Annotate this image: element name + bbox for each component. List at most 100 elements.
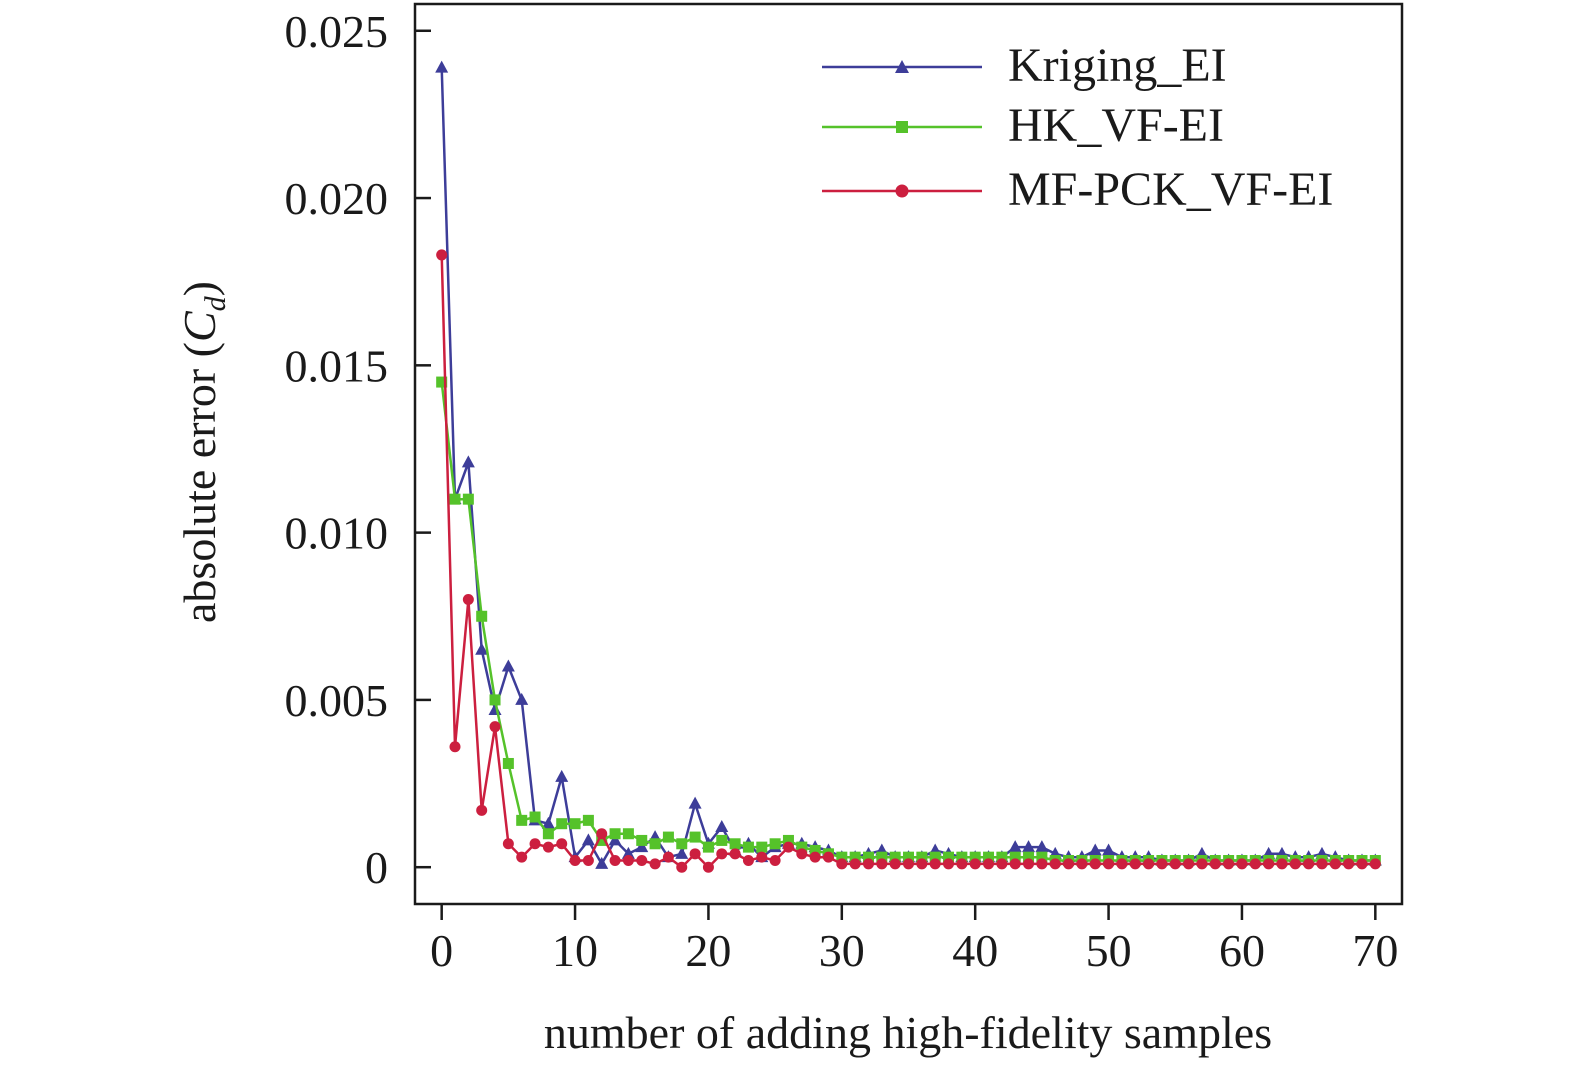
data-point <box>476 610 488 622</box>
x-tick-label: 50 <box>1086 925 1132 976</box>
data-point <box>836 858 848 870</box>
data-point <box>595 856 609 869</box>
data-point <box>502 757 514 769</box>
data-point <box>502 838 514 850</box>
data-point <box>569 855 581 867</box>
data-point <box>929 851 941 863</box>
data-point <box>702 841 714 853</box>
data-point <box>1088 843 1102 856</box>
data-point <box>529 838 541 850</box>
data-point <box>876 851 888 863</box>
data-point <box>662 851 674 863</box>
data-point <box>1143 858 1155 870</box>
data-point <box>556 838 568 850</box>
y-axis-title-subscript: d <box>199 295 232 311</box>
data-point <box>435 60 449 73</box>
x-tick-label: 60 <box>1219 925 1265 976</box>
series-hk-vf-ei <box>436 376 1381 867</box>
data-point <box>916 858 928 870</box>
data-point <box>756 841 768 853</box>
data-point <box>581 833 595 846</box>
data-point <box>436 376 448 388</box>
data-point <box>436 249 448 261</box>
data-point <box>903 851 914 863</box>
data-point <box>1169 858 1181 870</box>
data-point <box>809 851 821 863</box>
data-point <box>742 841 754 853</box>
data-point <box>782 841 794 853</box>
data-point <box>542 841 554 853</box>
data-point <box>489 694 501 706</box>
x-tick-label: 10 <box>552 925 598 976</box>
data-point <box>836 851 848 863</box>
data-point <box>1329 858 1341 870</box>
data-point <box>702 861 714 873</box>
data-point <box>1035 840 1049 853</box>
data-point <box>1102 843 1116 856</box>
data-point <box>689 831 701 843</box>
data-point <box>729 838 741 850</box>
series-layer <box>435 60 1382 873</box>
data-point <box>609 855 621 867</box>
data-point <box>515 692 529 705</box>
x-tick-label: 30 <box>819 925 865 976</box>
data-point <box>1236 858 1248 870</box>
data-point <box>943 851 955 863</box>
data-point <box>822 851 834 863</box>
data-point <box>676 861 688 873</box>
x-axis-title: number of adding high-fidelity samples <box>544 1007 1272 1058</box>
data-point <box>569 818 581 830</box>
y-tick-label: 0 <box>365 842 388 893</box>
y-tick-label: 0.005 <box>285 675 389 726</box>
data-point <box>769 855 781 867</box>
series-mf-pck-vf-ei <box>436 249 1381 873</box>
data-point <box>689 848 701 860</box>
data-point <box>716 848 728 860</box>
data-point <box>608 833 622 846</box>
legend-item-mf-pck-vf-ei: MF-PCK_VF-EI <box>822 163 1333 216</box>
x-tick-label: 40 <box>952 925 998 976</box>
data-point <box>489 721 501 733</box>
data-point <box>1356 858 1368 870</box>
data-point <box>876 858 888 870</box>
data-point <box>1103 858 1115 870</box>
data-point <box>782 834 794 846</box>
data-point <box>635 840 649 853</box>
data-point <box>889 858 901 870</box>
data-point <box>849 851 861 863</box>
legend-item-hk-vf-ei: HK_VF-EI <box>822 99 1224 152</box>
data-point <box>809 844 821 856</box>
data-point <box>501 659 515 672</box>
data-point <box>582 855 594 867</box>
data-point <box>956 858 968 870</box>
data-point <box>1036 858 1048 870</box>
x-tick-label: 20 <box>685 925 731 976</box>
x-tick-label: 0 <box>430 925 453 976</box>
data-point <box>461 455 475 468</box>
data-point <box>676 838 688 850</box>
data-point <box>983 858 995 870</box>
data-point <box>636 855 648 867</box>
data-point <box>742 855 754 867</box>
data-point <box>688 796 702 809</box>
data-point <box>1076 858 1088 870</box>
data-point <box>1343 858 1355 870</box>
data-point <box>622 828 634 840</box>
data-point <box>996 858 1008 870</box>
data-point <box>729 848 741 860</box>
legend-marker-hk-vf-ei <box>896 121 908 133</box>
data-point <box>556 818 568 830</box>
data-point <box>596 828 608 840</box>
data-point <box>462 493 474 505</box>
data-point <box>609 828 621 840</box>
plot-frame <box>413 2 1404 906</box>
data-point <box>889 851 901 863</box>
data-point <box>849 858 861 870</box>
data-point <box>542 828 554 840</box>
data-point <box>983 851 995 863</box>
y-tick-label: 0.020 <box>285 173 389 224</box>
y-tick-label: 0.010 <box>285 508 389 559</box>
data-point <box>516 851 528 863</box>
data-point <box>1063 858 1075 870</box>
